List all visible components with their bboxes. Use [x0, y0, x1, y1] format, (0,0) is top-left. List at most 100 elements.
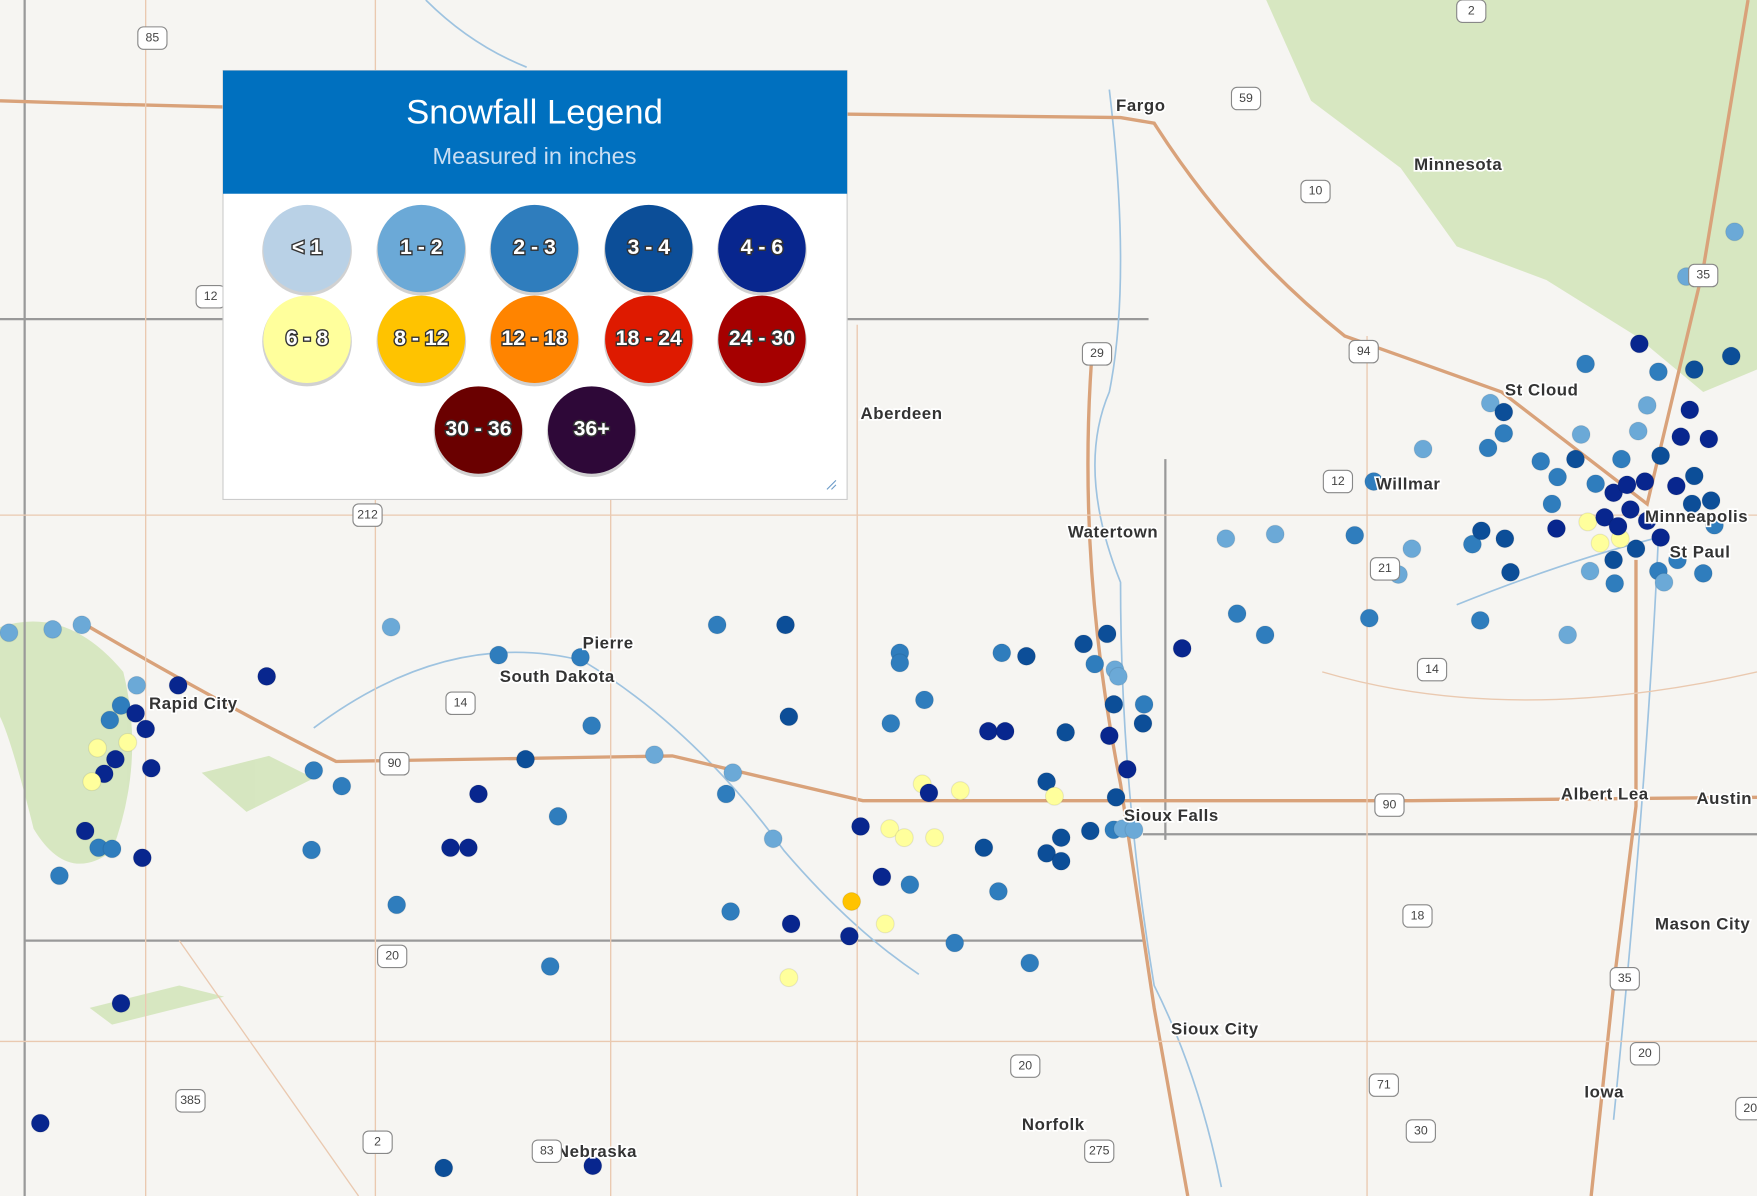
observation-point[interactable] [1495, 529, 1515, 549]
observation-point[interactable] [49, 866, 69, 886]
observation-point[interactable] [0, 623, 19, 643]
observation-point[interactable] [489, 645, 509, 665]
observation-point[interactable] [1478, 438, 1498, 458]
observation-point[interactable] [1364, 472, 1384, 492]
legend-swatch[interactable] [605, 295, 693, 383]
observation-point[interactable] [775, 615, 796, 635]
observation-point[interactable] [1542, 494, 1562, 514]
observation-point[interactable] [434, 1158, 454, 1178]
observation-point[interactable] [723, 763, 743, 783]
observation-point[interactable] [644, 745, 664, 765]
observation-point[interactable] [1133, 713, 1153, 733]
observation-point[interactable] [1172, 638, 1192, 658]
observation-point[interactable] [1595, 507, 1615, 527]
observation-point[interactable] [1080, 821, 1100, 841]
observation-point[interactable] [1051, 851, 1071, 871]
observation-point[interactable] [1106, 787, 1126, 807]
observation-point[interactable] [851, 816, 871, 836]
observation-point[interactable] [118, 732, 138, 752]
observation-point[interactable] [992, 643, 1012, 663]
observation-point[interactable] [1701, 491, 1721, 511]
observation-point[interactable] [1548, 467, 1568, 487]
observation-point[interactable] [1699, 429, 1719, 449]
observation-point[interactable] [168, 675, 188, 695]
legend-swatch[interactable] [490, 295, 579, 383]
observation-point[interactable] [111, 993, 131, 1013]
observation-point[interactable] [1471, 521, 1491, 541]
observation-point[interactable] [875, 914, 895, 934]
observation-point[interactable] [1693, 563, 1713, 583]
observation-point[interactable] [1586, 474, 1606, 494]
observation-point[interactable] [1470, 610, 1490, 630]
observation-point[interactable] [1605, 573, 1625, 593]
observation-point[interactable] [1494, 423, 1514, 443]
observation-point[interactable] [1580, 561, 1600, 581]
observation-point[interactable] [1620, 500, 1640, 520]
legend-swatch[interactable] [263, 295, 351, 383]
observation-point[interactable] [1494, 402, 1514, 422]
observation-point[interactable] [1359, 608, 1379, 628]
observation-point[interactable] [1604, 483, 1624, 503]
observation-point[interactable] [1104, 694, 1124, 714]
observation-point[interactable] [1044, 786, 1064, 806]
observation-point[interactable] [925, 828, 945, 848]
legend-swatch[interactable] [547, 386, 636, 474]
observation-point[interactable] [583, 1156, 603, 1176]
observation-point[interactable] [781, 914, 801, 934]
legend-swatch[interactable] [718, 204, 806, 293]
observation-point[interactable] [894, 828, 914, 848]
legend-swatch[interactable] [718, 295, 806, 383]
observation-point[interactable] [779, 968, 799, 988]
observation-point[interactable] [919, 783, 939, 803]
observation-point[interactable] [1617, 475, 1637, 495]
legend-swatch[interactable] [434, 386, 523, 474]
observation-point[interactable] [141, 758, 161, 778]
observation-point[interactable] [440, 838, 460, 858]
observation-point[interactable] [1626, 539, 1646, 559]
observation-point[interactable] [779, 707, 799, 727]
observation-point[interactable] [890, 653, 910, 673]
observation-point[interactable] [516, 749, 536, 769]
observation-point[interactable] [127, 675, 147, 695]
observation-point[interactable] [82, 772, 102, 792]
observation-point[interactable] [30, 1113, 50, 1133]
observation-point[interactable] [1654, 572, 1674, 592]
observation-point[interactable] [257, 666, 277, 686]
legend-swatch[interactable] [605, 204, 693, 293]
observation-point[interactable] [945, 933, 965, 953]
observation-point[interactable] [1117, 759, 1137, 779]
observation-point[interactable] [1051, 828, 1071, 848]
observation-point[interactable] [1056, 722, 1076, 742]
observation-point[interactable] [716, 784, 736, 804]
observation-point[interactable] [1680, 400, 1700, 420]
observation-point[interactable] [1037, 772, 1057, 792]
observation-point[interactable] [132, 848, 152, 868]
resize-handle[interactable] [826, 480, 837, 490]
observation-point[interactable] [100, 710, 120, 730]
observation-point[interactable] [1651, 528, 1671, 548]
observation-point[interactable] [1227, 604, 1247, 624]
observation-point[interactable] [1576, 354, 1596, 374]
observation-point[interactable] [950, 781, 970, 801]
observation-point[interactable] [1037, 843, 1057, 863]
observation-point[interactable] [1216, 529, 1236, 549]
observation-point[interactable] [1402, 539, 1422, 559]
observation-point[interactable] [974, 838, 994, 858]
observation-point[interactable] [582, 716, 602, 736]
observation-point[interactable] [1682, 494, 1702, 514]
observation-point[interactable] [1637, 395, 1657, 415]
observation-point[interactable] [136, 719, 156, 739]
observation-point[interactable] [721, 902, 741, 922]
observation-point[interactable] [540, 956, 560, 976]
observation-point[interactable] [105, 749, 125, 769]
observation-point[interactable] [1725, 222, 1745, 242]
observation-point[interactable] [1462, 534, 1482, 554]
observation-point[interactable] [1500, 562, 1521, 582]
observation-point[interactable] [1637, 511, 1657, 531]
observation-point[interactable] [126, 703, 146, 723]
observation-point[interactable] [387, 895, 407, 915]
observation-point[interactable] [1590, 533, 1610, 553]
observation-point[interactable] [872, 867, 892, 887]
observation-point[interactable] [1608, 516, 1628, 536]
observation-point[interactable] [1721, 346, 1741, 366]
